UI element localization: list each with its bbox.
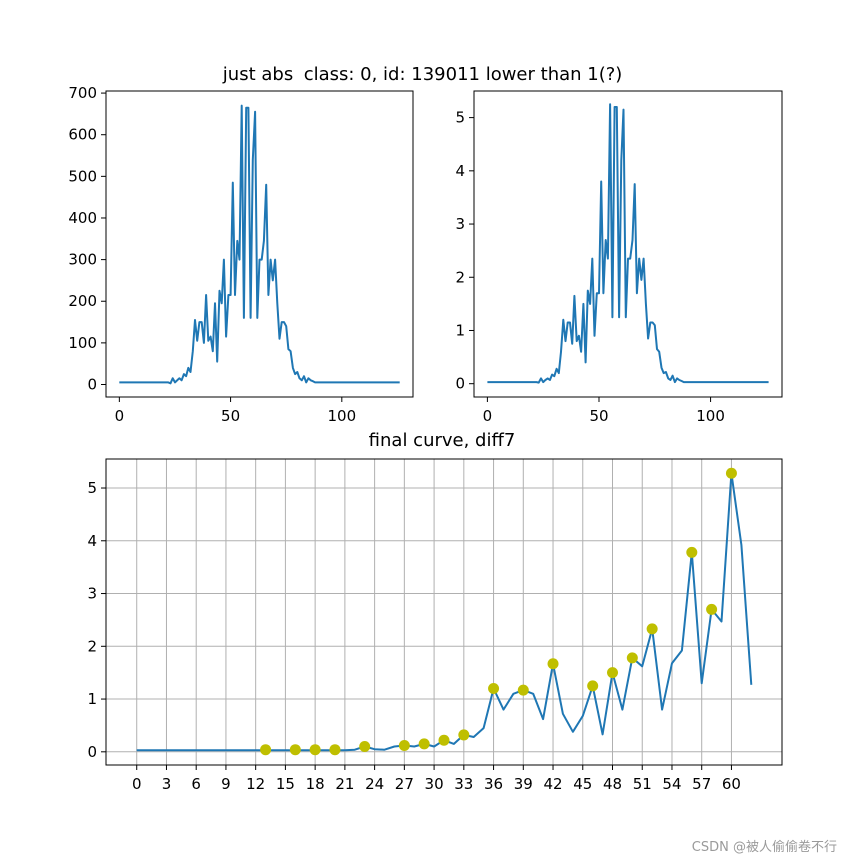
y-tick-label: 2	[455, 268, 465, 286]
x-tick-label: 50	[589, 407, 608, 425]
x-tick-label: 0	[132, 775, 142, 793]
y-tick-label: 700	[68, 84, 97, 102]
scatter-point	[646, 623, 658, 635]
x-tick-label: 39	[514, 775, 533, 793]
scatter-point	[458, 729, 470, 741]
y-tick-label: 1	[87, 690, 97, 708]
scatter-point	[488, 683, 500, 694]
x-tick-label: 9	[221, 775, 231, 793]
x-tick-label: 0	[115, 407, 125, 425]
x-tick-label: 18	[306, 775, 325, 793]
x-tick-label: 36	[484, 775, 503, 793]
y-tick-label: 5	[455, 109, 465, 127]
x-tick-label: 27	[395, 775, 414, 793]
scatter-point	[260, 744, 272, 756]
y-tick-label: 600	[68, 126, 97, 144]
scatter-point	[725, 467, 737, 479]
plot-title: final curve, diff7	[369, 430, 516, 451]
scatter-point	[547, 658, 559, 670]
scatter-point	[607, 667, 619, 679]
x-tick-label: 45	[573, 775, 592, 793]
series-line	[487, 103, 769, 384]
x-tick-label: 100	[327, 407, 356, 425]
axes-frame	[473, 90, 783, 398]
x-tick-label: 3	[162, 775, 172, 793]
y-tick-label: 0	[87, 376, 97, 394]
subplot-final-curve: 0 3 6 9 12 15 18 21 24 27 30 33 36 39 42 45 48 51 54 57 6001…	[87, 430, 783, 793]
watermark-text: CSDN @被人偷偷卷不行	[691, 840, 837, 855]
y-tick-label: 100	[68, 334, 97, 352]
scatter-point	[686, 546, 698, 558]
y-tick-label: 500	[68, 167, 97, 185]
x-tick-label: 60	[722, 775, 741, 793]
x-tick-label: 51	[633, 775, 652, 793]
scatter-point	[438, 734, 450, 746]
series-line	[136, 472, 753, 752]
y-tick-label: 300	[68, 251, 97, 269]
y-tick-label: 4	[455, 162, 465, 180]
scatter-point	[418, 738, 430, 750]
x-tick-label: 21	[335, 775, 354, 793]
y-tick-label: 4	[87, 532, 97, 550]
scatter-point	[587, 680, 599, 692]
x-tick-label: 48	[603, 775, 622, 793]
scatter-point	[517, 684, 529, 696]
x-tick-label: 30	[425, 775, 444, 793]
y-tick-label: 0	[87, 743, 97, 761]
y-tick-label: 200	[68, 292, 97, 310]
scatter-point	[706, 603, 718, 615]
plot-title: just abs	[222, 64, 293, 85]
y-tick-label: 3	[455, 215, 465, 233]
x-tick-label: 33	[454, 775, 473, 793]
y-tick-label: 5	[87, 479, 97, 497]
scatter-point	[626, 652, 638, 664]
series-line	[119, 104, 400, 385]
x-tick-label: 54	[662, 775, 681, 793]
x-tick-label: 42	[543, 775, 562, 793]
x-tick-label: 12	[246, 775, 265, 793]
y-tick-label: 0	[455, 375, 465, 393]
axes-frame	[105, 458, 783, 766]
x-tick-label: 57	[692, 775, 711, 793]
x-tick-label: 6	[191, 775, 201, 793]
scatter-point	[289, 744, 301, 756]
scatter-point	[309, 744, 321, 756]
y-tick-label: 1	[455, 321, 465, 339]
axes-frame	[105, 90, 414, 398]
x-tick-label: 100	[696, 407, 725, 425]
y-tick-label: 3	[87, 585, 97, 603]
x-tick-label: 0	[483, 407, 493, 425]
x-tick-label: 15	[276, 775, 295, 793]
y-tick-label: 400	[68, 209, 97, 227]
x-tick-label: 24	[365, 775, 384, 793]
scatter-point	[398, 739, 410, 751]
y-tick-label: 2	[87, 637, 97, 655]
scatter-point	[359, 741, 371, 753]
subplot-lower-than-1: 0 50 100 0 1 2 3 4 5 class: 0, id: 139011 lower …	[304, 64, 783, 425]
x-tick-label: 50	[221, 407, 240, 425]
plot-title: class: 0, id: 139011 lower than 1(?)	[304, 64, 623, 85]
subplot-just-abs: 0 50 100 0 100 200 300 400 500 600 700 just abs	[68, 64, 414, 425]
scatter-point	[329, 744, 341, 756]
